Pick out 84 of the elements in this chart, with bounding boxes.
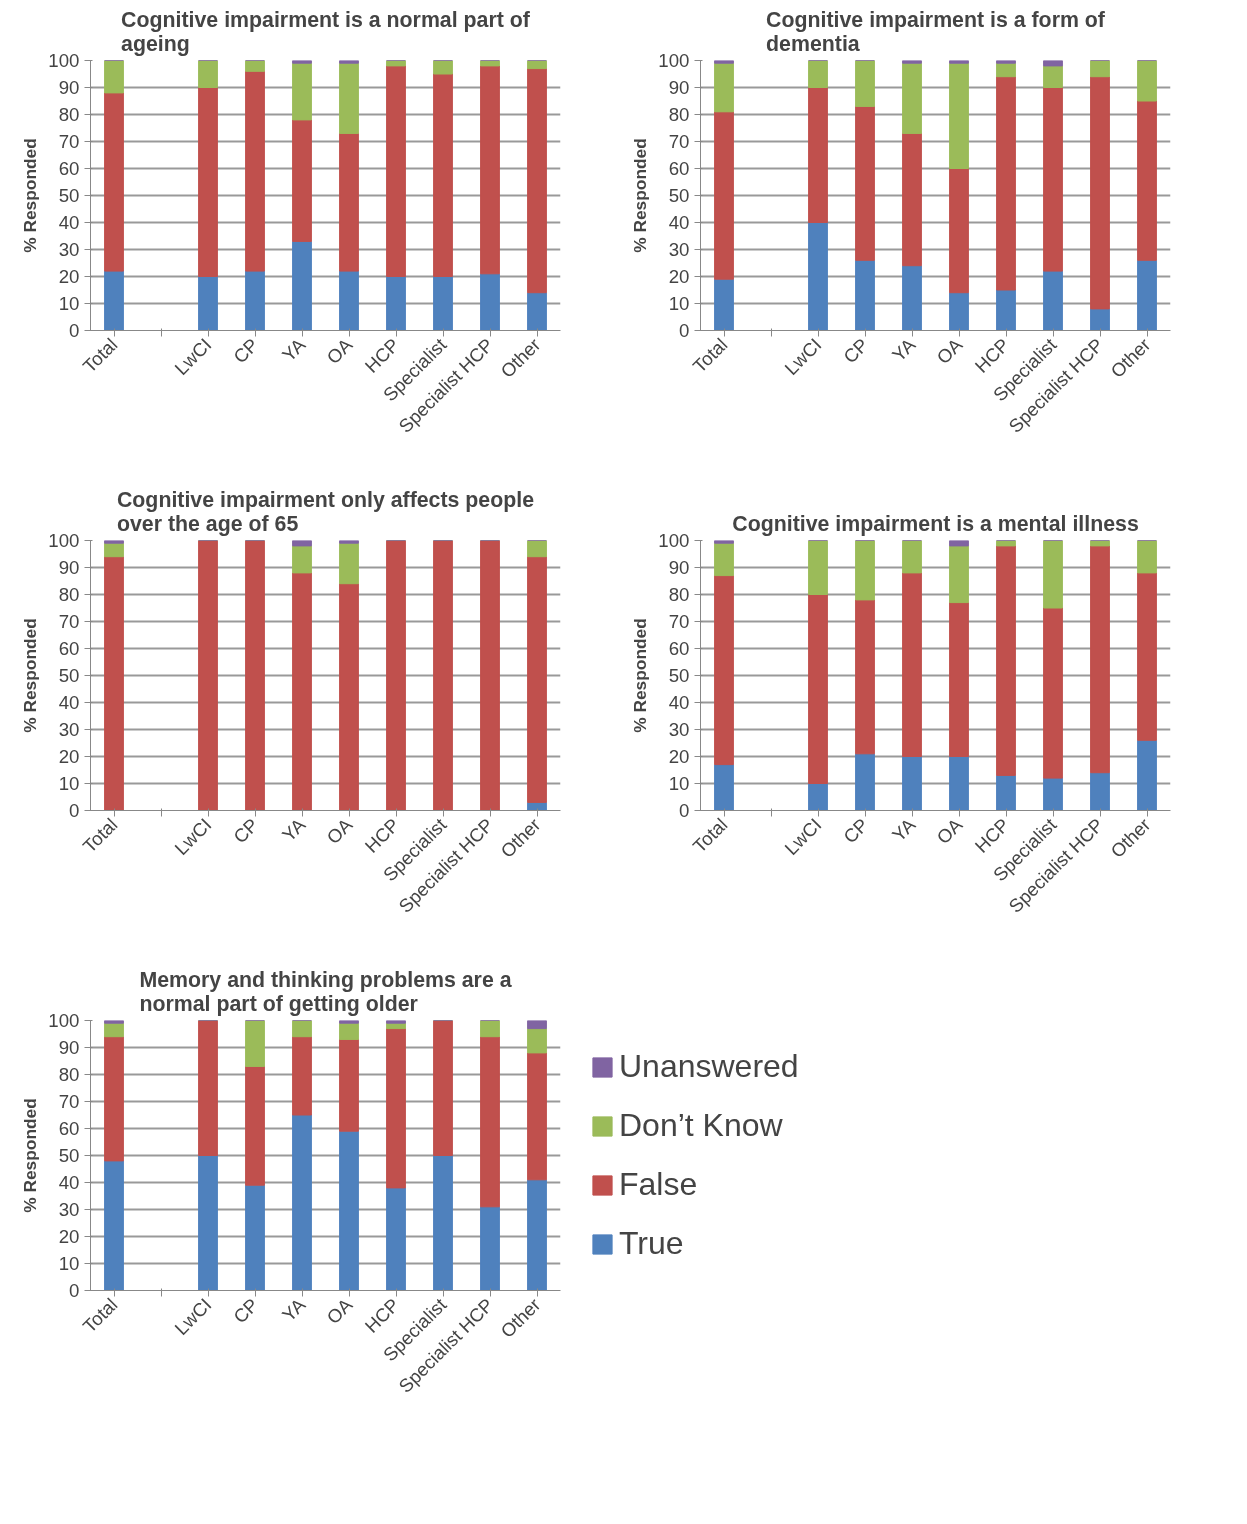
x-tick-label: OA — [322, 1293, 357, 1328]
y-tick-label: 30 — [58, 719, 80, 740]
y-tick-label: 90 — [668, 77, 690, 98]
x-tick-label: OA — [932, 333, 967, 368]
y-tick-label: 70 — [58, 131, 80, 152]
y-tick-label: 40 — [668, 212, 690, 233]
y-tick-label: 50 — [58, 1145, 80, 1166]
y-tick-label: 70 — [668, 131, 690, 152]
x-tick-label: CP — [229, 814, 263, 848]
y-tick-label: 50 — [58, 665, 80, 686]
y-tick-label: 100 — [48, 50, 80, 71]
x-tick-label: CP — [229, 1294, 263, 1328]
x-tick-label: YA — [887, 333, 920, 366]
x-tick-label: CP — [229, 334, 263, 368]
y-tick-label: 0 — [679, 800, 690, 821]
y-tick-label: 70 — [58, 1091, 80, 1112]
y-tick-label: 30 — [668, 719, 690, 740]
y-tick-label: 10 — [58, 773, 80, 794]
y-axis-title: % Responded — [20, 618, 41, 733]
y-tick-label: 60 — [58, 158, 80, 179]
x-tick-label: YA — [277, 333, 310, 366]
y-tick-label: 0 — [679, 320, 690, 341]
y-tick-label: 10 — [58, 1253, 80, 1274]
y-tick-label: 0 — [69, 320, 80, 341]
x-tick-label: CP — [839, 334, 873, 368]
y-tick-label: 20 — [668, 266, 690, 287]
y-tick-label: 10 — [58, 293, 80, 314]
y-tick-label: 30 — [58, 1199, 80, 1220]
y-tick-label: 30 — [58, 239, 80, 260]
legend-label: Don’t Know — [619, 1107, 783, 1144]
y-tick-label: 90 — [58, 77, 80, 98]
y-axis-title: % Responded — [630, 138, 651, 253]
legend-label: True — [619, 1225, 684, 1262]
y-tick-label: 60 — [58, 638, 80, 659]
y-tick-label: 70 — [668, 611, 690, 632]
x-tick-label: CP — [839, 814, 873, 848]
y-tick-label: 50 — [668, 185, 690, 206]
x-tick-label: OA — [932, 813, 967, 848]
x-tick-label: YA — [887, 813, 920, 846]
x-tick-label: OA — [322, 813, 357, 848]
y-tick-label: 40 — [58, 692, 80, 713]
y-tick-label: 60 — [668, 638, 690, 659]
y-tick-label: 70 — [58, 611, 80, 632]
y-tick-label: 100 — [658, 530, 690, 551]
y-tick-label: 20 — [58, 1226, 80, 1247]
y-tick-label: 90 — [58, 1037, 80, 1058]
y-tick-label: 10 — [668, 773, 690, 794]
legend-label: False — [619, 1166, 698, 1203]
y-tick-label: 100 — [48, 530, 80, 551]
y-tick-label: 80 — [58, 584, 80, 605]
chart-title: Cognitive impairment is a normal part of ageing — [121, 7, 531, 56]
y-tick-label: 10 — [668, 293, 690, 314]
y-tick-label: 80 — [58, 1064, 80, 1085]
y-tick-label: 20 — [58, 746, 80, 767]
y-tick-label: 20 — [58, 266, 80, 287]
x-tick-label: YA — [277, 813, 310, 846]
y-tick-label: 40 — [58, 1172, 80, 1193]
chart-title: Cognitive impairment is a mental illness — [732, 511, 1139, 536]
legend-label: Unanswered — [619, 1048, 799, 1085]
y-axis-title: % Responded — [630, 618, 651, 733]
y-tick-label: 60 — [668, 158, 690, 179]
x-tick-label: OA — [322, 333, 357, 368]
y-tick-label: 20 — [668, 746, 690, 767]
chart-title: Cognitive impairment is a form of dementia — [766, 7, 1106, 56]
y-tick-label: 80 — [58, 104, 80, 125]
chart-title: Memory and thinking problems are a normal part of getting older — [139, 967, 512, 1016]
y-tick-label: 90 — [58, 557, 80, 578]
y-tick-label: 100 — [658, 50, 690, 71]
y-axis-title: % Responded — [20, 1098, 41, 1213]
y-tick-label: 90 — [668, 557, 690, 578]
y-tick-label: 0 — [69, 1280, 80, 1301]
y-tick-label: 40 — [668, 692, 690, 713]
y-tick-label: 100 — [48, 1010, 80, 1031]
y-axis-title: % Responded — [20, 138, 41, 253]
y-tick-label: 50 — [58, 185, 80, 206]
y-tick-label: 80 — [668, 104, 690, 125]
chart-title: Cognitive impairment only affects people over the age of 65 — [116, 487, 535, 536]
y-tick-label: 0 — [69, 800, 80, 821]
y-tick-label: 60 — [58, 1118, 80, 1139]
x-tick-label: YA — [277, 1293, 310, 1326]
y-tick-label: 50 — [668, 665, 690, 686]
y-tick-label: 30 — [668, 239, 690, 260]
y-tick-label: 40 — [58, 212, 80, 233]
y-tick-label: 80 — [668, 584, 690, 605]
